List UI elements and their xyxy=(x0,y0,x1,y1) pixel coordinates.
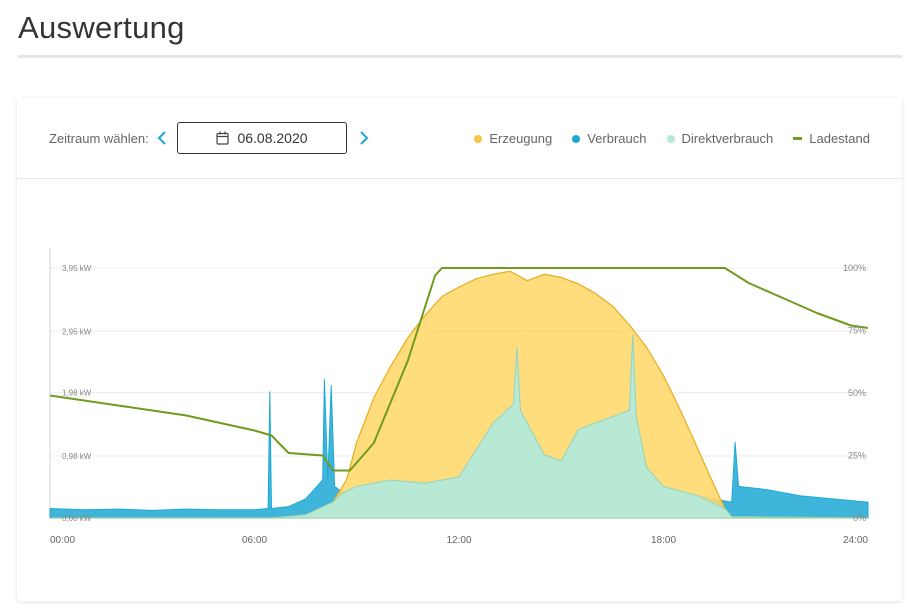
series-direktverbrauch-area xyxy=(50,334,869,519)
legend-marker xyxy=(793,137,803,140)
legend-marker xyxy=(572,134,581,143)
x-tick-label: 18:00 xyxy=(651,535,676,546)
y-right-tick-label: 100% xyxy=(843,263,866,273)
title-divider xyxy=(18,55,902,58)
y-left-tick-label: 0,00 kW xyxy=(62,514,92,523)
y-right-tick-label: 50% xyxy=(848,388,866,398)
page-title: Auswertung xyxy=(18,10,185,45)
legend-label: Erzeugung xyxy=(489,131,553,146)
legend-item-verbrauch[interactable]: Verbrauch xyxy=(572,131,647,146)
x-tick-label: 00:00 xyxy=(50,535,75,546)
previous-day-button[interactable] xyxy=(152,126,172,150)
x-tick-label: 06:00 xyxy=(242,535,267,546)
x-tick-label: 24:00 xyxy=(843,535,868,546)
legend-item-erzeugung[interactable]: Erzeugung xyxy=(474,131,552,146)
y-right-tick-label: 25% xyxy=(848,451,866,461)
y-left-tick-label: 1,98 kW xyxy=(62,389,92,398)
date-picker[interactable]: 06.08.2020 xyxy=(177,122,347,154)
y-left-tick-label: 3,95 kW xyxy=(62,264,92,273)
chevron-right-icon xyxy=(360,131,369,145)
y-left-tick-label: 0,98 kW xyxy=(62,452,92,461)
legend-marker xyxy=(666,134,675,143)
x-tick-label: 12:00 xyxy=(446,535,471,546)
next-day-button[interactable] xyxy=(354,126,374,150)
legend-marker xyxy=(474,134,483,143)
y-left-tick-label: 2,95 kW xyxy=(62,327,92,336)
period-label: Zeitraum wählen: xyxy=(49,131,149,146)
legend-label: Ladestand xyxy=(809,131,870,146)
chevron-left-icon xyxy=(157,131,166,145)
selected-date: 06.08.2020 xyxy=(237,130,308,146)
y-right-tick-label: 75% xyxy=(848,326,866,336)
card-divider xyxy=(17,178,902,179)
y-right-tick-label: 0% xyxy=(853,513,866,523)
legend-item-direktverbrauch[interactable]: Direktverbrauch xyxy=(666,131,774,146)
legend-item-ladestand[interactable]: Ladestand xyxy=(793,131,870,146)
calendar-icon xyxy=(216,131,230,145)
legend-label: Verbrauch xyxy=(587,131,647,146)
series-ladestand-line xyxy=(49,267,869,472)
chart-legend: Erzeugung Verbrauch Direktverbrauch Lade… xyxy=(474,131,870,146)
series-erzeugung-area xyxy=(50,270,869,519)
legend-label: Direktverbrauch xyxy=(681,131,774,146)
